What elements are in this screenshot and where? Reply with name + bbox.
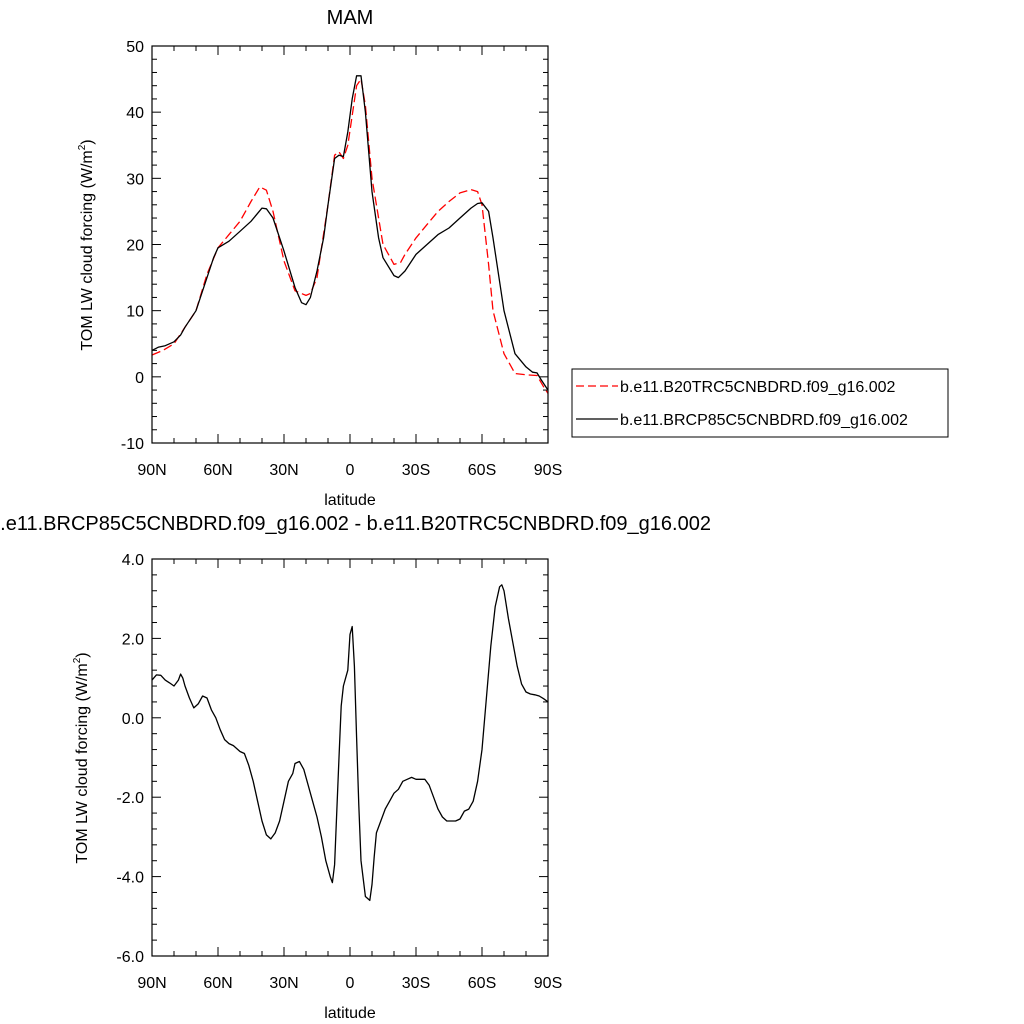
top-x-tick-label: 90N <box>137 462 166 479</box>
bottom-y-tick-label: -2.0 <box>116 790 144 807</box>
panel-bottom-difference: b.e11.BRCP85C5CNBDRD.f09_g16.002 - b.e11… <box>0 513 711 1022</box>
top-x-axis-label: latitude <box>324 492 376 509</box>
bottom-x-tick-label: 90N <box>137 975 166 992</box>
top-series-line-2 <box>151 75 549 391</box>
bottom-series-line-1 <box>151 584 549 902</box>
top-y-tick-label: 30 <box>126 171 144 188</box>
top-y-tick-label: 40 <box>126 105 144 122</box>
top-series-line-1 <box>151 78 549 394</box>
top-y-tick-label: 20 <box>126 238 144 255</box>
legend-frame <box>571 368 949 438</box>
top-x-tick-label: 0 <box>346 462 355 479</box>
top-y-axis-label: TOM LW cloud forcing (W/m2) <box>77 139 96 350</box>
top-x-tick-label: 30N <box>269 462 298 479</box>
bottom-y-tick-label: -4.0 <box>116 870 144 887</box>
bottom-x-tick-label: 90S <box>534 975 562 992</box>
top-x-tick-label: 30S <box>402 462 430 479</box>
top-y-tick-label: 0 <box>135 370 144 387</box>
bottom-x-tick-label: 60S <box>468 975 496 992</box>
top-y-tick-label: 10 <box>126 304 144 321</box>
top-y-tick-label: -10 <box>121 436 144 453</box>
bottom-y-tick-label: 4.0 <box>122 552 144 569</box>
bottom-chart-title: b.e11.BRCP85C5CNBDRD.f09_g16.002 - b.e11… <box>0 513 711 535</box>
bottom-y-tick-label: -6.0 <box>116 949 144 966</box>
legend-label-b20trc: b.e11.B20TRC5CNBDRD.f09_g16.002 <box>620 379 896 396</box>
top-legend: b.e11.B20TRC5CNBDRD.f09_g16.002 b.e11.BR… <box>571 368 949 438</box>
bottom-x-tick-label: 30N <box>269 975 298 992</box>
bottom-x-tick-label: 60N <box>203 975 232 992</box>
top-x-tick-label: 60N <box>203 462 232 479</box>
bottom-y-tick-label: 0.0 <box>122 711 144 728</box>
panel-top-cloud-forcing: MAM 90N 60N 30N 0 30S 60S 90S -10 0 10 20 30 40 50 la… <box>77 7 949 509</box>
top-x-tick-label: 90S <box>534 462 562 479</box>
top-x-tick-label: 60S <box>468 462 496 479</box>
bottom-y-tick-label: 2.0 <box>122 631 144 648</box>
bottom-plot-frame <box>151 558 549 957</box>
top-y-tick-label: 50 <box>126 39 144 56</box>
bottom-x-axis-label: latitude <box>324 1005 376 1022</box>
legend-label-brcp85: b.e11.BRCP85C5CNBDRD.f09_g16.002 <box>620 412 908 429</box>
bottom-x-tick-label: 0 <box>346 975 355 992</box>
bottom-x-tick-label: 30S <box>402 975 430 992</box>
bottom-y-axis-label: TOM LW cloud forcing (W/m2) <box>72 652 91 863</box>
top-chart-title: MAM <box>327 7 374 29</box>
top-plot-frame <box>151 45 549 444</box>
